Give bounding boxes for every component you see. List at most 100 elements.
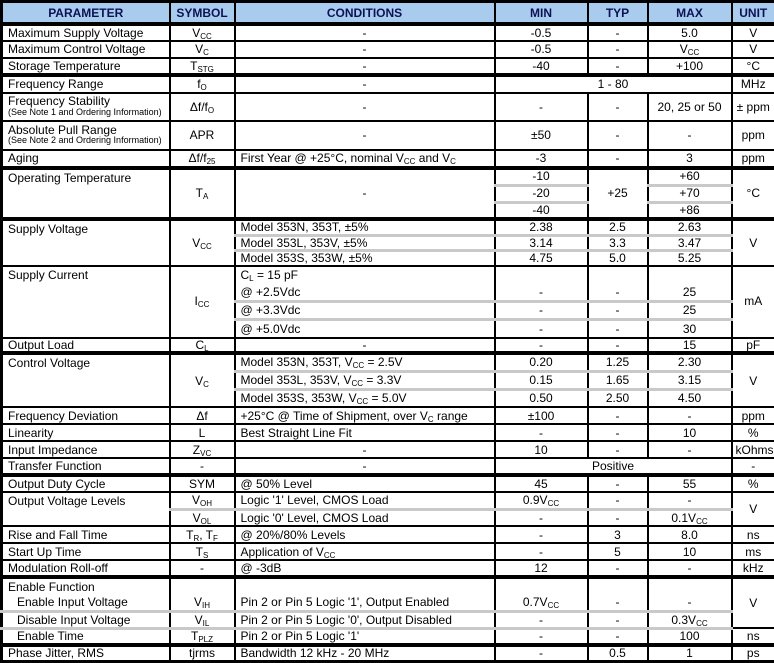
typ-cell: - (588, 41, 648, 58)
typ-cell: 5 (588, 543, 648, 560)
max-cell: +60 (648, 168, 732, 185)
min-cell: 0.7VCC (495, 594, 588, 611)
symbol-cell: VCC (170, 24, 235, 41)
conditions-cell: Model 353N, 353T, VCC = 2.5V (235, 353, 495, 371)
typ-cell: - (588, 284, 648, 302)
min-cell (495, 577, 588, 594)
min-cell: - (495, 320, 588, 338)
conditions-cell: @ 20%/80% Levels (235, 526, 495, 543)
symbol-cell: TPLZ (170, 628, 235, 645)
typ-cell: - (588, 594, 648, 611)
typ-cell: +25 (588, 168, 648, 219)
symbol-cell: TA (170, 168, 235, 219)
max-cell: 2.63 (648, 219, 732, 235)
conditions-cell: - (235, 121, 495, 150)
max-cell: 3.47 (648, 235, 732, 251)
conditions-cell: - (235, 458, 495, 475)
symbol-cell (170, 577, 235, 594)
symbol-cell: Δf/f25 (170, 150, 235, 168)
conditions-cell: Logic '1' Level, CMOS Load (235, 492, 495, 509)
min-cell: 10 (495, 441, 588, 458)
symbol-cell: - (170, 458, 235, 475)
typ-cell (588, 266, 648, 284)
symbol-cell: VIL (170, 611, 235, 628)
symbol-cell: TSTG (170, 58, 235, 75)
max-cell: +70 (648, 185, 732, 202)
unit-cell: V (732, 24, 774, 41)
unit-cell: MHz (732, 75, 774, 93)
max-cell: 8.0 (648, 526, 732, 543)
conditions-cell: Pin 2 or Pin 5 Logic '0', Output Disable… (235, 611, 495, 628)
unit-cell: - (732, 458, 774, 475)
symbol-cell: VCC (170, 219, 235, 266)
min-cell: - (495, 284, 588, 302)
parameter-cell: Phase Jitter, RMS (2, 645, 170, 661)
min-cell: -10 (495, 168, 588, 185)
min-cell: -0.5 (495, 24, 588, 41)
column-header-min: MIN (495, 2, 588, 25)
typ-cell: - (588, 58, 648, 75)
max-cell: - (648, 407, 732, 424)
parameter-cell: Frequency Deviation (2, 407, 170, 424)
parameter-cell: Supply Voltage (2, 219, 170, 266)
parameter-cell: Enable Time (2, 628, 170, 645)
conditions-cell: - (235, 58, 495, 75)
symbol-cell: Δf/fO (170, 93, 235, 121)
typ-cell: - (588, 93, 648, 121)
parameter-cell: Input Impedance (2, 441, 170, 458)
min-cell: ±100 (495, 407, 588, 424)
symbol-cell: fO (170, 75, 235, 93)
parameter-cell: Frequency Stability(See Note 1 and Order… (2, 93, 170, 121)
table-row: Frequency Stability(See Note 1 and Order… (2, 93, 774, 121)
max-cell: +100 (648, 58, 732, 75)
typ-cell: - (588, 441, 648, 458)
max-cell: 4.50 (648, 389, 732, 407)
conditions-cell: Pin 2 or Pin 5 Logic '1', Output Enabled (235, 594, 495, 611)
min-cell: 0.9VCC (495, 492, 588, 509)
max-cell: 10 (648, 424, 732, 441)
min-cell: - (495, 93, 588, 121)
max-cell: 15 (648, 338, 732, 354)
symbol-cell: CL (170, 338, 235, 354)
unit-cell: % (732, 475, 774, 492)
symbol-cell: VIH (170, 594, 235, 611)
typ-cell: - (588, 611, 648, 628)
conditions-cell: Pin 2 or Pin 5 Logic '1' (235, 628, 495, 645)
parameter-cell: Modulation Roll-off (2, 560, 170, 577)
min-cell: -20 (495, 185, 588, 202)
typ-cell: - (588, 509, 648, 526)
conditions-cell: Model 353S, 353W, ±5% (235, 251, 495, 266)
conditions-cell: @ 50% Level (235, 475, 495, 492)
column-header-unit: UNIT (732, 2, 774, 25)
min-cell: -3 (495, 150, 588, 168)
typ-cell: - (588, 492, 648, 509)
min-cell: 1 - 80 (495, 75, 732, 93)
max-cell: 55 (648, 475, 732, 492)
typ-cell: 2.50 (588, 389, 648, 407)
parameter-cell: Maximum Supply Voltage (2, 24, 170, 41)
conditions-cell: Logic '0' Level, CMOS Load (235, 509, 495, 526)
unit-cell: °C (732, 58, 774, 75)
max-cell: - (648, 121, 732, 150)
min-cell: 0.50 (495, 389, 588, 407)
unit-cell: mA (732, 266, 774, 338)
min-cell: Positive (495, 458, 732, 475)
parameter-cell: Enable Input Voltage (2, 594, 170, 611)
min-cell: ±50 (495, 121, 588, 150)
unit-cell: kHz (732, 560, 774, 577)
min-cell: -40 (495, 58, 588, 75)
max-cell: 25 (648, 284, 732, 302)
max-cell (648, 266, 732, 284)
